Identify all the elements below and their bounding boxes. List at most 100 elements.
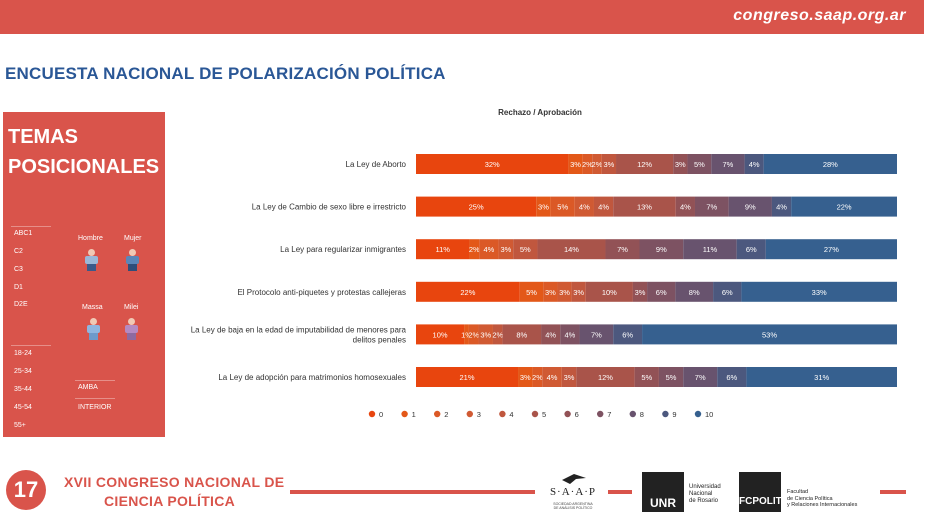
divider [75,380,115,381]
divider [11,226,51,227]
bar-segment [416,154,569,174]
data-label: 7% [695,373,706,382]
data-label: 3% [538,203,549,212]
page-title: ENCUESTA NACIONAL DE POLARIZACIÓN POLÍTI… [5,64,446,83]
congress-title-line2: CIENCIA POLÍTICA [104,493,236,509]
data-label: 6% [656,288,667,297]
data-label: 5% [694,160,705,169]
data-label: 2% [532,373,543,382]
data-label: 14% [564,245,579,254]
legend-swatch [597,410,604,418]
saap-subtitle: SOCIEDAD ARGENTINA DE ANÁLISIS POLÍTICO [544,502,602,510]
bar-segment [543,281,558,302]
bar-segment [683,367,718,387]
congress-logo: 17 [6,470,46,510]
data-label: 22% [837,203,852,212]
data-label: 2% [592,160,603,169]
bar-segment [532,367,543,387]
bar-segment [613,324,643,345]
segment-age: 35-44 [14,386,32,393]
data-label: 6% [722,288,733,297]
bar-segment [601,154,617,174]
data-label: 3% [500,245,511,254]
data-label: 4% [545,330,556,339]
bar-segment [468,324,479,345]
data-label: 4% [579,203,590,212]
left-panel: TEMAS POSICIONALES ABC1 C2 C3 D1 D2E Hom… [3,112,165,437]
data-label: 32% [485,160,500,169]
segment-ses: ABC1 [14,230,33,237]
bar-segment [741,281,897,302]
data-label: 2% [492,330,503,339]
congress-title-line1: XVII CONGRESO NACIONAL DE [64,474,285,490]
bar-segment [713,281,742,302]
legend-label: 0 [379,410,383,419]
bar-segment [416,281,520,302]
bar-segment [675,281,714,302]
bar-segment [585,281,633,302]
bar-segment [557,281,572,302]
unr-logo: UNR [642,472,684,512]
unr-name-line1: Universidad [689,484,721,490]
bar-segment [498,239,514,260]
legend-swatch [694,410,702,418]
data-label: 8% [516,330,527,339]
data-label: 9% [656,245,667,254]
data-label: 28% [823,160,838,169]
data-label: 6% [622,330,633,339]
data-label: 4% [598,203,609,212]
data-label: 4% [680,203,691,212]
segment-ses: C2 [14,248,23,255]
bar-segment [736,239,766,260]
data-label: 3% [520,373,531,382]
bar-segment [561,367,577,387]
data-label: 21% [460,373,475,382]
fcpolit-name: Facultad de Ciencia Política y Relacione… [787,489,857,509]
legend-swatch [564,410,571,418]
candidate-label-massa: Massa [82,304,103,311]
bar-segment [683,239,737,260]
data-label: 3% [570,160,581,169]
bar-segment [675,196,695,217]
bar-segment [518,367,533,387]
bar-segment [542,367,562,387]
bar-segment [673,154,688,174]
data-label: 2% [582,160,593,169]
data-label: 9% [745,203,756,212]
chart-title: Rechazo / Aprobación [498,108,582,117]
data-label: 5% [641,373,652,382]
site-url[interactable]: congreso.saap.org.ar [733,7,906,24]
segment-region: INTERIOR [78,404,112,411]
data-label: 5% [520,245,531,254]
bar-segment [502,324,542,345]
data-label: 6% [726,373,737,382]
data-label: 12% [598,373,613,382]
bar-segment [687,154,712,174]
bar-segment [576,367,635,387]
bar-segment [613,196,676,217]
bar-segment [478,324,493,345]
unr-name-line3: de Rosario [689,498,719,504]
bar-segment [536,196,551,217]
data-label: 7% [723,160,734,169]
legend-label: 2 [444,410,448,419]
data-label: 2% [469,245,480,254]
bar-segment [763,154,897,174]
legend-swatch [629,410,636,418]
legend-swatch [662,410,669,418]
bar-segment [416,367,519,387]
top-banner: congreso.saap.org.ar [0,0,924,34]
data-label: 7% [591,330,602,339]
legend-swatch [466,410,473,418]
data-label: 33% [812,288,827,297]
legend-label: 6 [575,410,579,419]
panel-heading: TEMAS POSICIONALES [8,122,159,182]
data-label: 10% [602,288,617,297]
bar-segment [574,196,594,217]
bar-segment [513,239,538,260]
data-label: 5% [666,373,677,382]
panel-heading-line2: POSICIONALES [8,156,160,178]
bar-segment [537,239,606,260]
